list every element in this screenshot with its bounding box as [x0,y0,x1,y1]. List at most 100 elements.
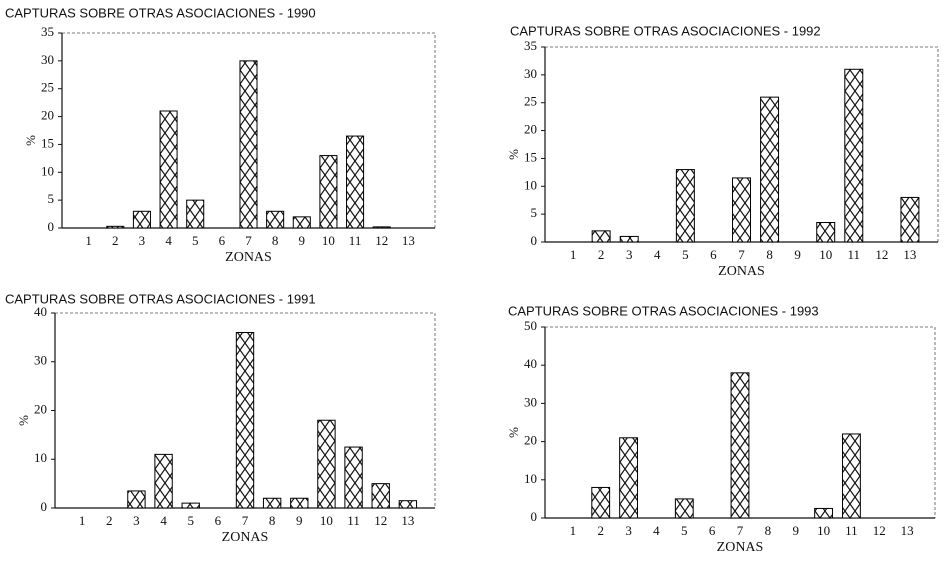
x-tick-label: 8 [765,523,772,538]
x-tick-label: 4 [654,247,661,262]
x-tick-label: 13 [901,523,914,538]
y-tick-label: 0 [48,219,55,234]
bar [591,486,611,519]
y-tick-label: 10 [524,471,537,486]
bar [127,490,146,509]
x-tick-label: 12 [374,513,387,528]
bar [371,483,390,509]
bar [760,96,780,243]
bar [814,507,833,519]
x-tick-label: 7 [242,513,249,528]
y-tick-label: 35 [524,38,537,53]
x-tick-label: 13 [402,233,415,248]
y-tick-label: 20 [34,401,47,416]
x-tick-label: 1 [570,247,577,262]
bar [674,498,694,519]
x-tick-label: 11 [347,513,360,528]
y-tick-label: 10 [41,163,54,178]
x-tick-label: 10 [322,233,335,248]
x-tick-label: 11 [349,233,362,248]
y-tick-label: 0 [41,499,48,514]
y-tick-label: 30 [34,353,47,368]
bar [372,226,391,229]
plot-frame [61,32,436,229]
x-tick-label: 9 [299,233,306,248]
x-tick-label: 3 [139,233,146,248]
chart-title: CAPTURAS SOBRE OTRAS ASOCIACIONES - 1993 [508,303,819,318]
x-tick-label: 6 [219,233,226,248]
bar [266,210,285,229]
x-tick-label: 11 [845,523,858,538]
x-tick-label: 12 [375,233,388,248]
x-tick-label: 2 [597,523,604,538]
x-axis-label: ZONAS [718,264,765,279]
bar [262,497,282,509]
y-tick-label: 20 [524,433,537,448]
y-tick-label: 30 [41,52,54,67]
y-tick-label: 0 [531,233,538,248]
chart-title: CAPTURAS SOBRE OTRAS ASOCIACIONES - 1992 [510,23,821,38]
y-axis-label: % [23,135,38,146]
bar [675,169,695,243]
x-tick-label: 9 [792,523,799,538]
x-tick-label: 6 [709,523,716,538]
x-tick-label: 2 [598,247,605,262]
x-tick-label: 4 [653,523,660,538]
y-tick-label: 0 [531,509,538,524]
y-tick-label: 10 [34,450,47,465]
y-tick-label: 20 [41,108,54,123]
y-tick-label: 25 [41,80,54,95]
x-tick-label: 8 [272,233,279,248]
bar [346,135,365,229]
x-tick-label: 6 [710,247,717,262]
x-tick-label: 8 [269,513,276,528]
bar [344,446,363,509]
x-tick-label: 5 [187,513,194,528]
x-tick-label: 2 [106,513,113,528]
x-tick-label: 10 [817,523,830,538]
y-tick-label: 5 [48,191,55,206]
x-tick-label: 3 [626,247,633,262]
x-tick-label: 5 [681,523,688,538]
x-tick-label: 12 [875,247,888,262]
x-tick-label: 12 [873,523,886,538]
plot-frame [544,46,939,243]
bar [900,196,920,243]
y-axis-label: % [506,427,521,438]
x-tick-label: 5 [682,247,689,262]
x-tick-label: 7 [738,247,745,262]
y-tick-label: 30 [524,66,537,81]
y-axis-label: % [506,149,521,160]
x-tick-label: 9 [296,513,303,528]
y-tick-label: 25 [524,94,537,109]
x-tick-label: 2 [112,233,119,248]
y-tick-label: 15 [524,149,537,164]
bar [239,60,258,229]
x-tick-label: 3 [133,513,140,528]
bar [317,419,336,509]
x-tick-label: 4 [165,233,172,248]
y-tick-label: 10 [524,177,537,192]
bar [816,222,836,243]
x-tick-label: 13 [903,247,916,262]
y-tick-label: 50 [524,318,537,333]
x-tick-label: 7 [245,233,252,248]
x-tick-label: 3 [625,523,632,538]
bar [732,177,751,243]
x-tick-label: 7 [737,523,744,538]
y-tick-label: 15 [41,135,54,150]
x-tick-label: 11 [848,247,861,262]
bar [591,230,611,243]
x-axis-label: ZONAS [222,530,269,545]
bar [132,210,151,229]
x-tick-label: 13 [401,513,414,528]
chart-title: CAPTURAS SOBRE OTRAS ASOCIACIONES - 1990 [5,5,316,20]
y-tick-label: 30 [524,394,537,409]
bar [844,68,864,243]
x-tick-label: 10 [819,247,832,262]
y-axis-label: % [16,415,31,426]
x-tick-label: 1 [85,233,92,248]
x-tick-label: 6 [215,513,222,528]
x-tick-label: 1 [79,513,86,528]
x-tick-label: 4 [160,513,167,528]
